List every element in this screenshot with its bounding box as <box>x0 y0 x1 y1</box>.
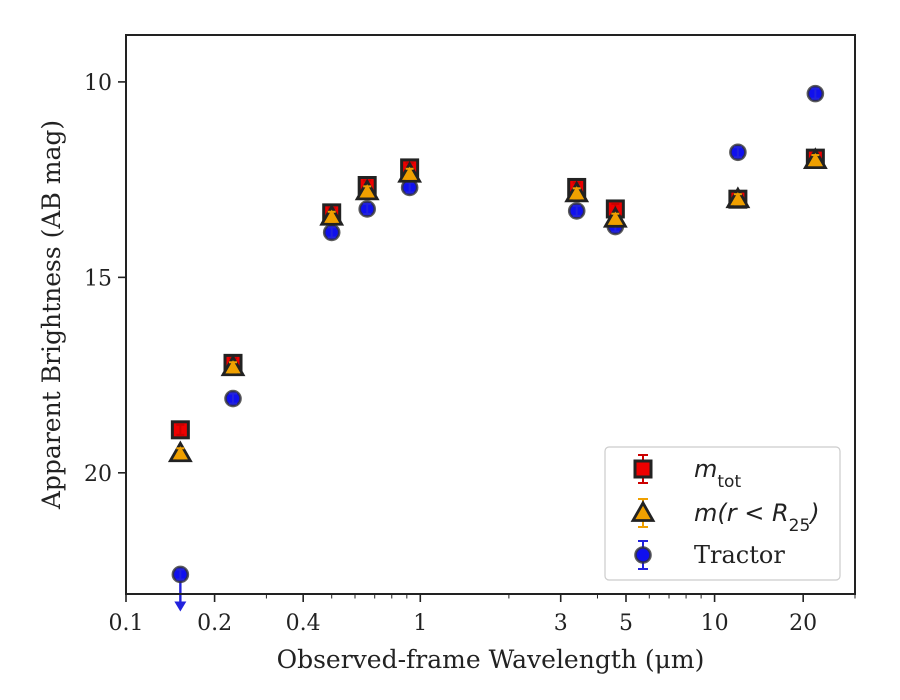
legend-label-tractor: Tractor <box>694 541 785 569</box>
x-tick-label: 0.1 <box>109 611 144 636</box>
x-tick-label: 20 <box>789 611 817 636</box>
x-tick-label: 3 <box>554 611 568 636</box>
chart-tick-labels: 0.1 0.2 0.4 1 3 5 10 20 10 15 20 <box>84 71 817 636</box>
x-tick-label: 0.2 <box>197 611 232 636</box>
x-tick-label: 1 <box>413 611 427 636</box>
legend-label-mtot: mtot <box>694 455 741 492</box>
upper-limit-arrow-head <box>174 601 187 612</box>
series-mr25 <box>167 147 828 463</box>
plot-frame <box>125 34 856 595</box>
legend-marker-square <box>633 459 653 479</box>
series-mtot <box>170 148 825 440</box>
legend-marker-circle <box>634 546 652 564</box>
x-tick-label: 5 <box>619 611 633 636</box>
x-axis-title: Observed-frame Wavelength (μm) <box>277 645 705 674</box>
legend-marker-triangle <box>630 500 656 522</box>
legend: mtot m(r < R25) Tractor <box>604 446 841 581</box>
legend-box <box>604 446 841 581</box>
y-tick-label: 20 <box>84 462 112 487</box>
legend-label-mr25: m(r < R25) <box>694 499 820 536</box>
y-tick-label: 10 <box>84 71 112 96</box>
x-tick-label: 10 <box>701 611 729 636</box>
x-tick-label: 0.4 <box>286 611 321 636</box>
y-tick-label: 15 <box>84 266 112 291</box>
y-axis-title: Apparent Brightness (AB mag) <box>37 120 66 510</box>
chart-marks <box>167 84 828 612</box>
